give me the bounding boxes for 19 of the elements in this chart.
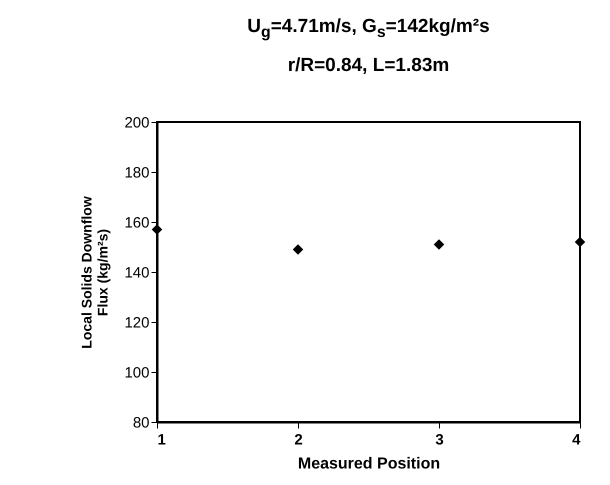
x-tick-label: 2 [294,432,303,448]
y-tick-label: 160 [124,214,150,232]
y-axis-title: Local Solids Downflow Flux (kg/m²s) [78,196,110,349]
y-tick-label: 180 [124,164,150,182]
point [152,224,162,235]
x-axis-title: Measured Position [298,456,440,472]
x-tick-label: 4 [572,432,582,448]
x-tick-label: 3 [435,432,444,448]
y-tick-label: 140 [124,264,150,282]
x-tick-label: 1 [158,432,166,448]
y-tick-label: 120 [124,314,150,332]
point [434,239,444,250]
point [574,236,586,248]
y-tick-label: 80 [132,414,150,432]
y-tick-label: 200 [124,114,150,132]
point [292,244,304,255]
y-tick-label: 100 [124,364,150,382]
chart-title: U$_{g}$=4.71m/s, G$_{s}$=142kg/m²s [246,15,491,43]
chart-subtitle: r/R=0.84, L=1.83m [286,54,450,78]
